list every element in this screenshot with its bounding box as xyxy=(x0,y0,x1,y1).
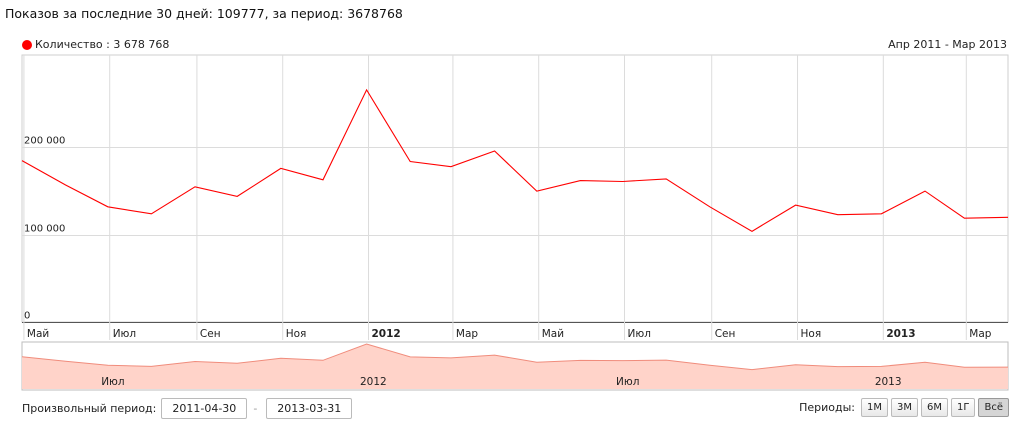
period-button-4[interactable]: Всё xyxy=(978,398,1009,417)
date-separator: - xyxy=(253,402,258,415)
page-title: Показов за последние 30 дней: 109777, за… xyxy=(5,6,403,21)
date-from-input[interactable]: 2011-04-30 xyxy=(161,398,248,419)
x-tick-label-9: Ноя xyxy=(801,328,822,340)
period-selector: Периоды: 1М 3М 6М 1Г Всё xyxy=(799,398,1009,417)
periods-label: Периоды: xyxy=(799,401,856,414)
date-range-label: Апр 2011 - Мар 2013 xyxy=(888,38,1007,51)
legend-marker xyxy=(22,39,32,50)
x-tick-label-11: Мар xyxy=(969,328,991,340)
title-prefix: Показов за последние 30 дней: xyxy=(5,6,217,21)
custom-period-controls: Произвольный период: 2011-04-30 - 2013-0… xyxy=(22,398,353,419)
navigator-line xyxy=(21,343,1009,371)
x-tick-label-6: Май xyxy=(542,328,564,340)
plot-area xyxy=(21,54,1009,323)
period-button-2[interactable]: 6М xyxy=(921,398,949,417)
x-tick-label-7: Июл xyxy=(628,328,651,340)
y-tick-label-1: 100 000 xyxy=(24,224,65,235)
period-total-count: 3678768 xyxy=(347,6,403,21)
last-30-days-count: 109777 xyxy=(216,6,265,21)
navigator-label-3: 2013 xyxy=(875,376,902,388)
y-tick-label-0: 0 xyxy=(24,311,30,322)
x-tick-label-5: Мар xyxy=(456,328,478,340)
title-mid: , за период: xyxy=(264,6,348,21)
x-tick-label-3: Ноя xyxy=(286,328,307,340)
x-tick-label-10: 2013 xyxy=(886,328,915,340)
series-line xyxy=(21,88,1009,232)
y-tick-label-2: 200 000 xyxy=(24,136,65,147)
x-tick-label-2: Сен xyxy=(200,328,221,340)
date-to-input[interactable]: 2013-03-31 xyxy=(266,398,353,419)
legend[interactable]: Количество : 3 678 768 xyxy=(22,38,169,51)
navigator-label-0: Июл xyxy=(101,376,124,388)
period-button-3[interactable]: 1Г xyxy=(951,398,976,417)
x-tick-label-0: Май xyxy=(27,328,49,340)
period-button-0[interactable]: 1М xyxy=(861,398,889,417)
navigator-area xyxy=(22,344,1008,389)
x-tick-label-1: Июл xyxy=(113,328,136,340)
navigator-label-1: 2012 xyxy=(360,376,387,388)
x-tick-label-8: Сен xyxy=(715,328,736,340)
custom-period-label: Произвольный период: xyxy=(22,402,157,415)
x-tick-label-4: 2012 xyxy=(372,328,401,340)
period-button-1[interactable]: 3М xyxy=(891,398,919,417)
legend-label: Количество : 3 678 768 xyxy=(35,38,170,51)
navigator-label-2: Июл xyxy=(616,376,639,388)
